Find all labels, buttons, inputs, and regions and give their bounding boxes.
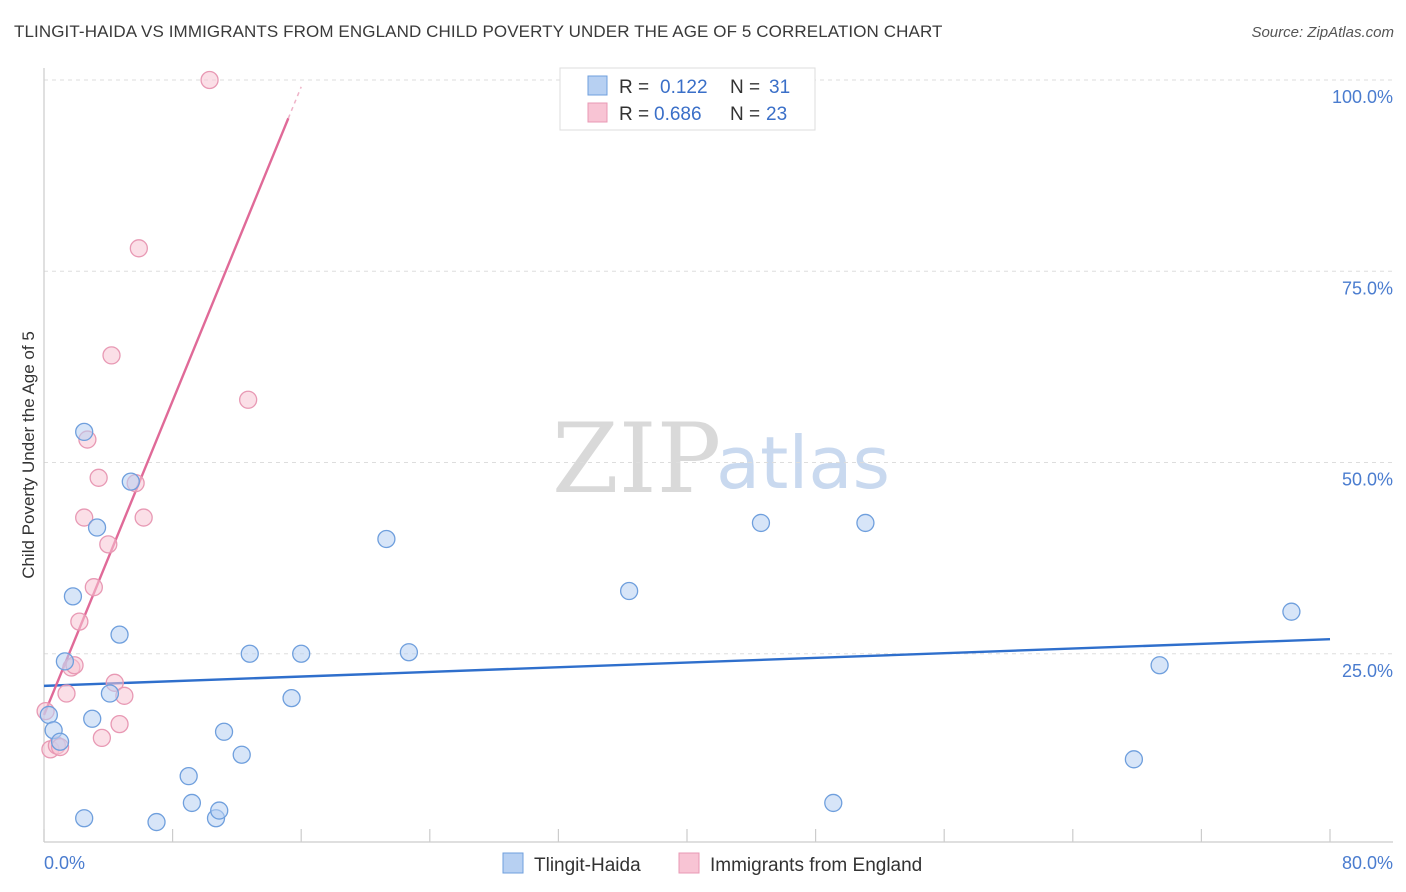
tlingit-haida-point-18 <box>232 745 251 764</box>
legend-r-label-blue: R = <box>619 77 649 98</box>
trend-line-extension-immigrants-from-england <box>287 86 302 119</box>
legend-r-value-blue: 0.122 <box>660 77 708 98</box>
immigrants-from-england-point-21 <box>200 70 219 90</box>
immigrants-from-england-point-13 <box>99 535 118 554</box>
immigrants-from-england-point-14 <box>102 346 121 365</box>
legend-n-value-blue: 31 <box>769 77 790 98</box>
tlingit-haida-point-23 <box>399 643 419 662</box>
trend-lines <box>42 86 1331 716</box>
y-tick-labels: 25.0% 50.0% 75.0% 100.0% <box>1332 87 1393 681</box>
series-legend-swatch-tlingit-haida <box>502 852 524 874</box>
source-label: Source: ZipAtlas.com <box>1251 24 1394 41</box>
tlingit-haida-point-28 <box>1124 750 1144 769</box>
y-tick-label-75: 75.0% <box>1342 278 1393 298</box>
tlingit-haida-point-14 <box>182 793 202 813</box>
series-tlingit-haida <box>39 422 1301 832</box>
tlingit-haida-point-27 <box>856 513 875 533</box>
y-tick-label-25: 25.0% <box>1342 661 1393 681</box>
series-legend-label-tlingit-haida: Tlingit-Haida <box>534 855 641 876</box>
y-tick-label-100: 100.0% <box>1332 87 1393 107</box>
chart-title: TLINGIT-HAIDA VS IMMIGRANTS FROM ENGLAND… <box>14 22 943 41</box>
legend-n-label-pink: N = <box>730 104 760 125</box>
series-legend-label-immigrants-from-england: Immigrants from England <box>710 855 922 876</box>
x-tick-label-max: 80.0% <box>1342 853 1393 873</box>
legend-n-label-blue: N = <box>730 77 760 98</box>
immigrants-from-england-point-4 <box>57 684 76 703</box>
immigrants-from-england-point-19 <box>129 239 148 258</box>
tlingit-haida-point-13 <box>179 767 198 786</box>
tlingit-haida-point-30 <box>1282 602 1301 621</box>
tlingit-haida-point-7 <box>83 709 102 728</box>
tlingit-haida-point-0 <box>39 705 58 725</box>
tlingit-haida-point-22 <box>377 529 396 549</box>
legend-swatch-blue <box>587 75 608 96</box>
immigrants-from-england-point-16 <box>110 714 129 734</box>
tlingit-haida-point-26 <box>824 793 843 813</box>
immigrants-from-england-point-11 <box>89 468 108 487</box>
gridlines <box>44 79 1393 655</box>
series-legend-swatch-immigrants-from-england <box>678 852 700 874</box>
tlingit-haida-point-29 <box>1150 656 1169 675</box>
series-legend: Tlingit-Haida Immigrants from England <box>502 852 922 876</box>
tlingit-haida-point-11 <box>121 472 140 491</box>
trend-line-tlingit-haida <box>43 638 1331 688</box>
tlingit-haida-point-10 <box>110 625 129 644</box>
tlingit-haida-point-2 <box>50 732 70 751</box>
tlingit-haida-point-6 <box>75 422 94 442</box>
immigrants-from-england-point-8 <box>75 508 94 527</box>
legend-n-value-pink: 23 <box>766 104 787 125</box>
tlingit-haida-point-20 <box>282 688 301 708</box>
watermark-zip: ZIP <box>552 403 721 515</box>
y-tick-label-50: 50.0% <box>1342 470 1393 490</box>
x-tick-label-min: 0.0% <box>44 853 85 873</box>
watermark: ZIP atlas <box>552 403 890 515</box>
immigrants-from-england-point-22 <box>239 390 258 409</box>
stats-legend: R = 0.122 N = 31 R = 0.686 N = 23 <box>559 67 816 131</box>
tlingit-haida-point-16 <box>210 801 229 820</box>
tlingit-haida-point-4 <box>63 587 83 606</box>
legend-swatch-pink <box>587 102 608 123</box>
tlingit-haida-point-12 <box>147 812 166 832</box>
tlingit-haida-point-21 <box>292 644 311 663</box>
tlingit-haida-point-24 <box>619 581 639 601</box>
tlingit-haida-point-25 <box>751 513 771 533</box>
immigrants-from-england-point-10 <box>84 578 103 597</box>
tlingit-haida-point-3 <box>55 652 75 671</box>
legend-r-value-pink: 0.686 <box>654 104 702 125</box>
tlingit-haida-point-17 <box>214 722 234 741</box>
y-axis-label: Child Poverty Under the Age of 5 <box>19 331 38 579</box>
tlingit-haida-point-9 <box>100 684 120 703</box>
x-axis-ticks <box>43 829 1331 842</box>
immigrants-from-england-point-7 <box>70 612 89 631</box>
tlingit-haida-point-5 <box>75 809 94 828</box>
tlingit-haida-point-19 <box>240 644 259 663</box>
tlingit-haida-point-8 <box>87 518 107 537</box>
immigrants-from-england-point-20 <box>134 508 153 527</box>
legend-r-label-pink: R = <box>619 104 649 125</box>
immigrants-from-england-point-12 <box>92 728 112 748</box>
